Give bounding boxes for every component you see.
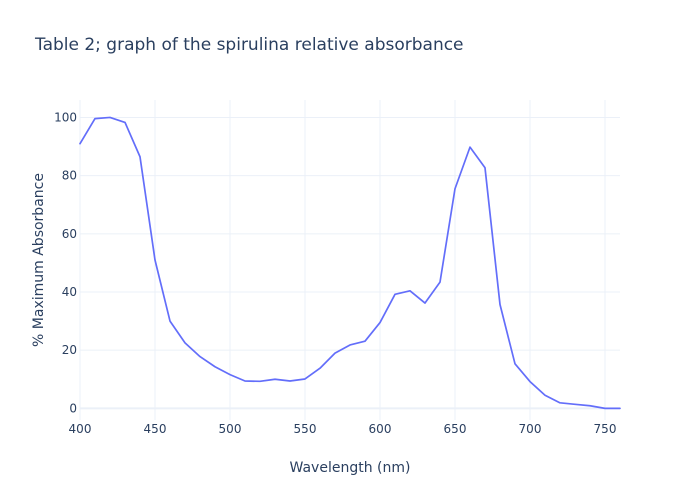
y-axis-title: % Maximum Absorbance (31, 173, 47, 347)
data-series (79, 116, 621, 410)
x-tick-labels: 400 450 500 550 600 650 700 750 (69, 422, 617, 436)
x-tick-label: 650 (444, 422, 467, 436)
x-tick-label: 750 (594, 422, 617, 436)
x-axis-title: Wavelength (nm) (290, 460, 411, 476)
absorbance-series-line (79, 116, 621, 410)
grid-lines (79, 100, 620, 420)
x-tick-label: 550 (294, 422, 317, 436)
x-tick-label: 700 (519, 422, 542, 436)
x-tick-label: 400 (69, 422, 92, 436)
y-tick-label: 80 (62, 169, 77, 183)
y-tick-label: 0 (69, 401, 77, 415)
x-tick-label: 450 (144, 422, 167, 436)
x-tick-label: 600 (369, 422, 392, 436)
y-tick-label: 60 (62, 227, 77, 241)
y-tick-label: 20 (62, 343, 77, 357)
chart-title: Table 2; graph of the spirulina relative… (34, 35, 464, 55)
y-tick-label: 100 (54, 110, 77, 124)
y-tick-labels: 0 20 40 60 80 100 (54, 110, 77, 415)
y-tick-label: 40 (62, 285, 77, 299)
x-tick-label: 500 (219, 422, 242, 436)
